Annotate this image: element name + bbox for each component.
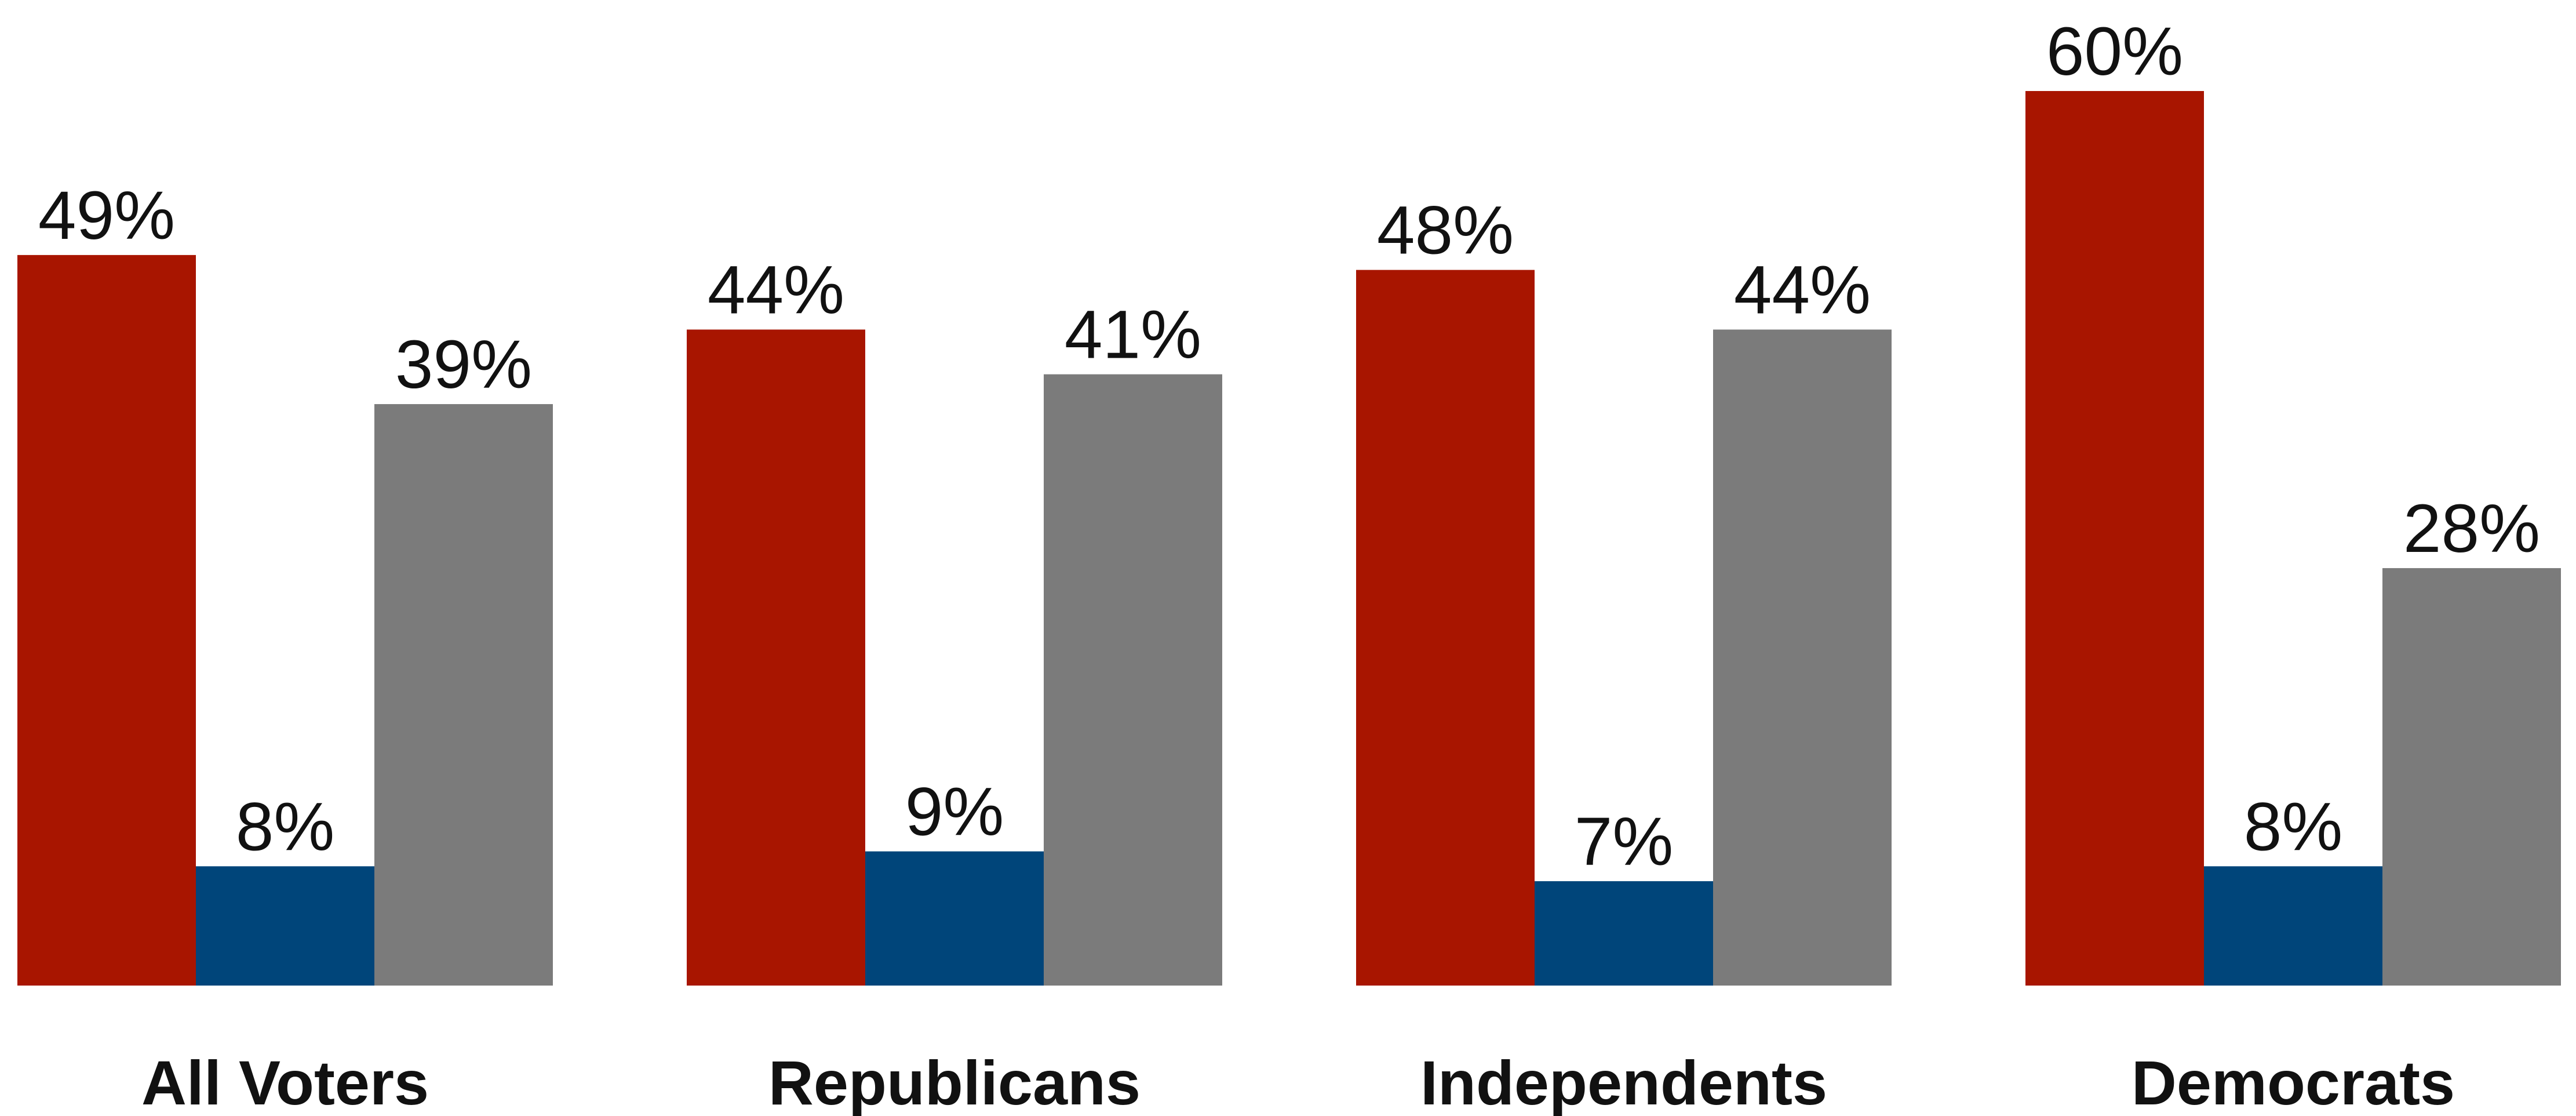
bar-independents-s1 xyxy=(1356,270,1535,986)
bars-layer xyxy=(17,91,2561,986)
value-label: 8% xyxy=(2244,788,2343,865)
bar-democrats-s2 xyxy=(2204,866,2382,986)
category-label: All Voters xyxy=(141,1048,429,1116)
value-label: 28% xyxy=(2403,490,2540,567)
value-label: 8% xyxy=(236,788,335,865)
category-labels-layer: All Voters Republicans Independents Democra… xyxy=(141,1048,2455,1116)
value-labels-layer: 49% 8% 39% 44% 9% 41% 48% 7% 44% 60% 8% 28% xyxy=(38,13,2540,880)
bar-republicans-s3 xyxy=(1044,374,1222,986)
value-label: 7% xyxy=(1575,804,1674,880)
bar-independents-s2 xyxy=(1535,881,1713,986)
value-label: 44% xyxy=(1734,252,1871,328)
category-label: Independents xyxy=(1420,1048,1827,1116)
value-label: 49% xyxy=(38,177,175,254)
bar-independents-s3 xyxy=(1713,329,1892,986)
bar-all-voters-s1 xyxy=(17,255,196,986)
bar-all-voters-s3 xyxy=(374,404,553,986)
category-label: Democrats xyxy=(2132,1048,2455,1116)
value-label: 39% xyxy=(395,326,532,403)
value-label: 9% xyxy=(905,774,1004,850)
bar-all-voters-s2 xyxy=(196,866,374,986)
value-label: 41% xyxy=(1065,297,1201,373)
value-label: 60% xyxy=(2046,13,2183,90)
bar-democrats-s1 xyxy=(2025,91,2204,986)
category-label: Republicans xyxy=(768,1048,1141,1116)
value-label: 44% xyxy=(708,252,844,328)
bar-republicans-s1 xyxy=(687,329,865,986)
value-label: 48% xyxy=(1377,192,1514,269)
bar-republicans-s2 xyxy=(865,851,1044,986)
bar-democrats-s3 xyxy=(2382,568,2561,986)
